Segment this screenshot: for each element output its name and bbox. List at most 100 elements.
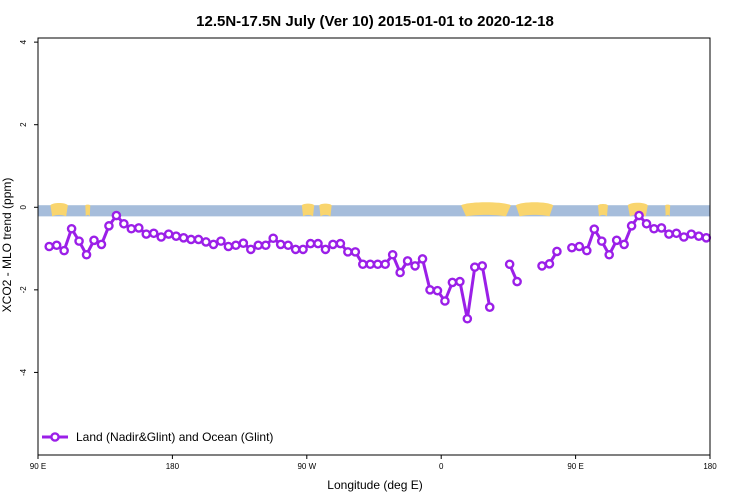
data-point (671, 228, 682, 239)
data-point (604, 249, 615, 260)
data-point (335, 238, 346, 249)
data-point (163, 229, 174, 239)
data-point (320, 244, 331, 255)
y-tick-label: 4 (19, 39, 28, 44)
data-point (260, 240, 271, 251)
data-point (290, 244, 301, 255)
land-segment (50, 203, 68, 217)
data-point (596, 236, 607, 246)
data-point (201, 237, 211, 247)
data-point (51, 240, 62, 251)
data-point (641, 218, 652, 229)
data-point (141, 229, 152, 239)
data-point (537, 261, 547, 271)
data-point (619, 239, 629, 250)
legend-label: Land (Nadir&Glint) and Ocean (Glint) (76, 430, 273, 444)
data-point (455, 276, 465, 287)
y-axis-label: XCO2 - MLO trend (ppm) (0, 178, 14, 313)
data-point (44, 241, 55, 252)
x-axis-label: Longitude (deg E) (327, 478, 422, 492)
x-tick-label: 90 E (567, 462, 583, 471)
x-tick-label: 90 W (297, 462, 316, 471)
data-point (664, 229, 674, 239)
data-point (402, 256, 413, 266)
x-tick-label: 0 (439, 462, 444, 471)
data-point (119, 218, 129, 229)
plot-area (38, 202, 712, 324)
data-point (245, 244, 256, 255)
data-point (417, 254, 428, 264)
data-point (425, 285, 435, 295)
data-point (365, 259, 376, 270)
data-point (447, 277, 458, 288)
data-point (305, 238, 316, 249)
land-segment (598, 203, 608, 217)
land-segment (461, 202, 511, 217)
ocean-band (38, 205, 710, 217)
chart-title: 12.5N-17.5N July (Ver 10) 2015-01-01 to … (196, 13, 554, 30)
land-segment (665, 204, 671, 217)
data-point (582, 245, 592, 256)
data-point (686, 229, 697, 239)
data-point (268, 233, 279, 244)
data-point (283, 240, 293, 251)
data-point (567, 242, 577, 253)
data-point (410, 261, 420, 271)
plot-frame (37, 37, 711, 456)
data-point (343, 247, 353, 257)
data-point (504, 259, 515, 270)
data-point (552, 246, 562, 257)
data-point (223, 241, 234, 252)
data-point (89, 235, 99, 246)
y-tick-label: -4 (19, 368, 28, 376)
data-point (679, 232, 689, 242)
data-point (484, 302, 495, 312)
data-point (66, 223, 77, 234)
data-point (469, 262, 480, 272)
data-point (512, 276, 522, 287)
data-point (238, 238, 249, 248)
data-point (634, 210, 644, 221)
land-segment (301, 203, 315, 217)
data-point (275, 239, 286, 250)
data-point (126, 223, 137, 234)
data-point (462, 313, 473, 324)
data-point (574, 241, 585, 252)
data-point (216, 236, 226, 246)
land-segment (85, 204, 91, 217)
data-point (313, 238, 323, 249)
data-point (81, 249, 92, 260)
data-point (477, 261, 488, 271)
data-point (96, 239, 107, 250)
data-point (178, 233, 189, 243)
data-point (231, 240, 241, 251)
data-point (387, 249, 398, 260)
data-point (104, 221, 114, 231)
data-point (111, 210, 122, 221)
x-tick-label: 90 E (30, 462, 46, 471)
x-tick-label: 180 (166, 462, 180, 471)
legend: Land (Nadir&Glint) and Ocean (Glint) (42, 430, 273, 444)
data-point (208, 239, 219, 250)
data-point (589, 224, 600, 234)
y-tick-label: 2 (19, 122, 28, 127)
y-tick-label: -2 (19, 286, 28, 294)
data-point (133, 223, 144, 233)
data-point (694, 231, 704, 241)
data-point (380, 259, 391, 270)
data-point (253, 240, 264, 251)
x-tick-label: 180 (703, 462, 717, 471)
data-point (432, 285, 443, 296)
data-point (74, 236, 84, 246)
data-point (156, 232, 166, 242)
data-point (372, 259, 383, 270)
data-point (544, 259, 555, 269)
y-tick-label: 0 (19, 205, 28, 210)
data-point (649, 223, 659, 234)
data-point (171, 231, 181, 241)
data-point (350, 247, 361, 257)
data-point (186, 234, 196, 245)
data-point (357, 259, 368, 270)
land-segment (515, 202, 554, 217)
